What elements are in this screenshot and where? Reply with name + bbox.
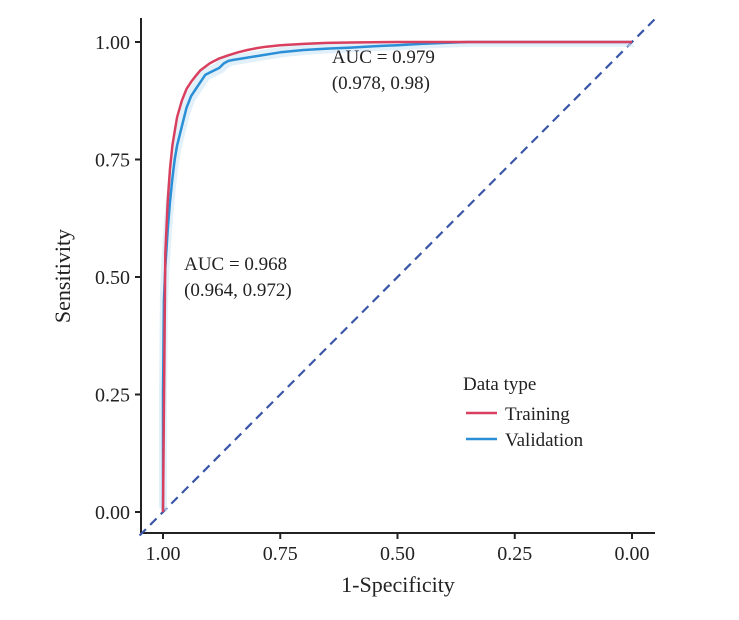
y-tick-label: 0.75 — [95, 150, 130, 172]
series-line-validation — [161, 40, 632, 512]
x-tick-label: 0.25 — [497, 543, 532, 565]
reference-diagonal-line — [138, 17, 657, 537]
legend-label-training: Training — [505, 404, 570, 425]
auc-annotation-line1: AUC = 0.968 — [184, 254, 287, 275]
legend-label-validation: Validation — [505, 430, 584, 451]
auc-annotation-line1: AUC = 0.979 — [332, 47, 435, 68]
x-tick-label: 0.50 — [380, 543, 415, 565]
y-tick-label: 1.00 — [95, 32, 130, 54]
legend: Data type Training Validation — [463, 374, 584, 451]
x-tick-label: 1.00 — [146, 543, 181, 565]
annotations: AUC = 0.979 (0.978, 0.98) AUC = 0.968 (0.96… — [184, 47, 435, 301]
x-tick-label: 0.00 — [615, 543, 650, 565]
x-axis-ticks: 1.00 0.75 0.50 0.25 0.00 — [146, 533, 650, 565]
series-lines — [159, 40, 636, 513]
auc-annotation-line2: (0.964, 0.972) — [184, 280, 292, 301]
y-axis-label: Sensitivity — [50, 229, 75, 323]
auc-annotation-line2: (0.978, 0.98) — [332, 73, 430, 94]
x-axis-label: 1-Specificity — [341, 572, 455, 597]
series-line-training — [161, 40, 632, 513]
legend-title: Data type — [463, 374, 536, 395]
y-tick-label: 0.25 — [95, 385, 130, 407]
x-tick-label: 0.75 — [263, 543, 298, 565]
y-tick-label: 0.50 — [95, 267, 130, 289]
y-tick-label: 0.00 — [95, 502, 130, 524]
reference-line-group — [138, 17, 657, 537]
y-axis-ticks: 0.00 0.25 0.50 0.75 1.00 — [95, 32, 141, 524]
